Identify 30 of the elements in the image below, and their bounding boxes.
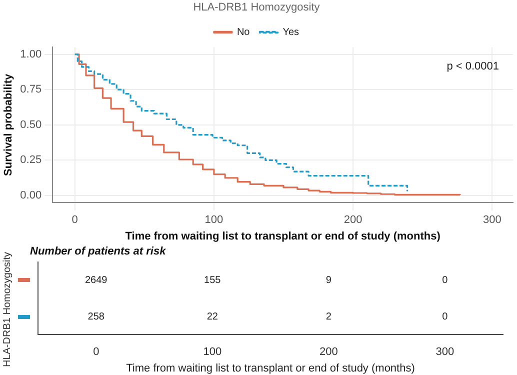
y-tick-label: 0.50 — [20, 118, 42, 131]
x-axis-title: Time from waiting list to transplant or end of study (months) — [125, 230, 441, 242]
x-tick-label: 100 — [203, 346, 222, 358]
y-axis-title: HLA-DRB1 Homozygosity — [2, 251, 14, 367]
data-label: 155 — [204, 275, 222, 286]
x-axis-title: Time from waiting list to transplant or end of study (months) — [126, 362, 415, 374]
x-tick-label: 200 — [344, 214, 362, 226]
data-label: 258 — [88, 311, 105, 322]
x-tick-label: 300 — [482, 214, 502, 226]
data-label: 9 — [326, 275, 332, 286]
y-tick-label: 0.00 — [20, 190, 42, 202]
y-tick-label: 1.00 — [20, 48, 42, 60]
annotation: p < 0.0001 — [446, 60, 499, 73]
x-tick-label: 0 — [93, 346, 100, 358]
x-tick-label: 100 — [204, 214, 224, 226]
legend-label: Yes — [282, 26, 300, 38]
y-axis-title: Survival probability — [2, 72, 15, 176]
chart-title: Number of patients at risk — [30, 246, 167, 258]
legend-label: No — [236, 26, 250, 38]
y-tick-label: 0.25 — [20, 154, 42, 166]
data-label: 2649 — [85, 275, 108, 286]
y-tick-label: 0.75 — [20, 84, 42, 96]
legend-title: HLA-DRB1 Homozygosity — [193, 2, 320, 14]
x-tick-label: 0 — [72, 214, 78, 226]
data-label: 0 — [442, 275, 448, 286]
x-tick-label: 200 — [319, 346, 338, 358]
data-label: 0 — [442, 311, 448, 322]
data-label: 22 — [206, 311, 218, 322]
x-tick-label: 300 — [436, 346, 454, 358]
data-label: 2 — [326, 311, 332, 322]
